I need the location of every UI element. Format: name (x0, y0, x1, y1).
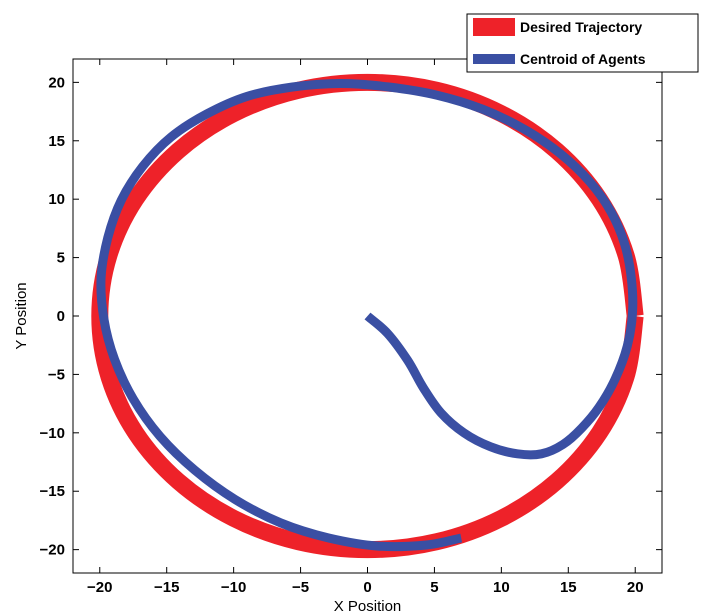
x-tick-label: −20 (87, 579, 112, 596)
y-tick-label: −10 (40, 425, 65, 442)
legend: Desired Trajectory Centroid of Agents (466, 13, 699, 73)
legend-label-desired-trajectory: Desired Trajectory (520, 19, 642, 35)
y-tick-label: −20 (40, 542, 65, 559)
x-tick-label: 15 (560, 579, 577, 596)
y-tick-label: 10 (48, 191, 65, 208)
series-layer (91, 73, 644, 559)
y-axis-label: Y Position (13, 282, 30, 349)
x-tick-label: 10 (493, 579, 510, 596)
y-tick-label: 15 (48, 133, 65, 150)
y-axis-ticks: −20 −15 −10 −5 0 5 10 15 20 (40, 74, 662, 559)
y-tick-label: −5 (48, 366, 65, 383)
x-tick-label: −10 (221, 579, 246, 596)
legend-swatch-desired-trajectory (473, 18, 515, 36)
series-centroid-of-agents (96, 79, 638, 552)
x-tick-label: −15 (154, 579, 179, 596)
y-tick-label: 20 (48, 74, 65, 91)
y-tick-label: 5 (57, 250, 65, 267)
x-tick-label: 5 (430, 579, 438, 596)
y-tick-label: 0 (57, 308, 65, 325)
legend-swatch-centroid-of-agents (473, 54, 515, 64)
legend-label-centroid-of-agents: Centroid of Agents (520, 51, 646, 67)
x-tick-label: 20 (627, 579, 644, 596)
x-axis-label: X Position (334, 598, 402, 615)
x-tick-label: 0 (363, 579, 371, 596)
x-axis-ticks: −20 −15 −10 −5 0 5 10 15 20 (87, 59, 644, 596)
x-tick-label: −5 (292, 579, 309, 596)
y-tick-label: −15 (40, 483, 65, 500)
